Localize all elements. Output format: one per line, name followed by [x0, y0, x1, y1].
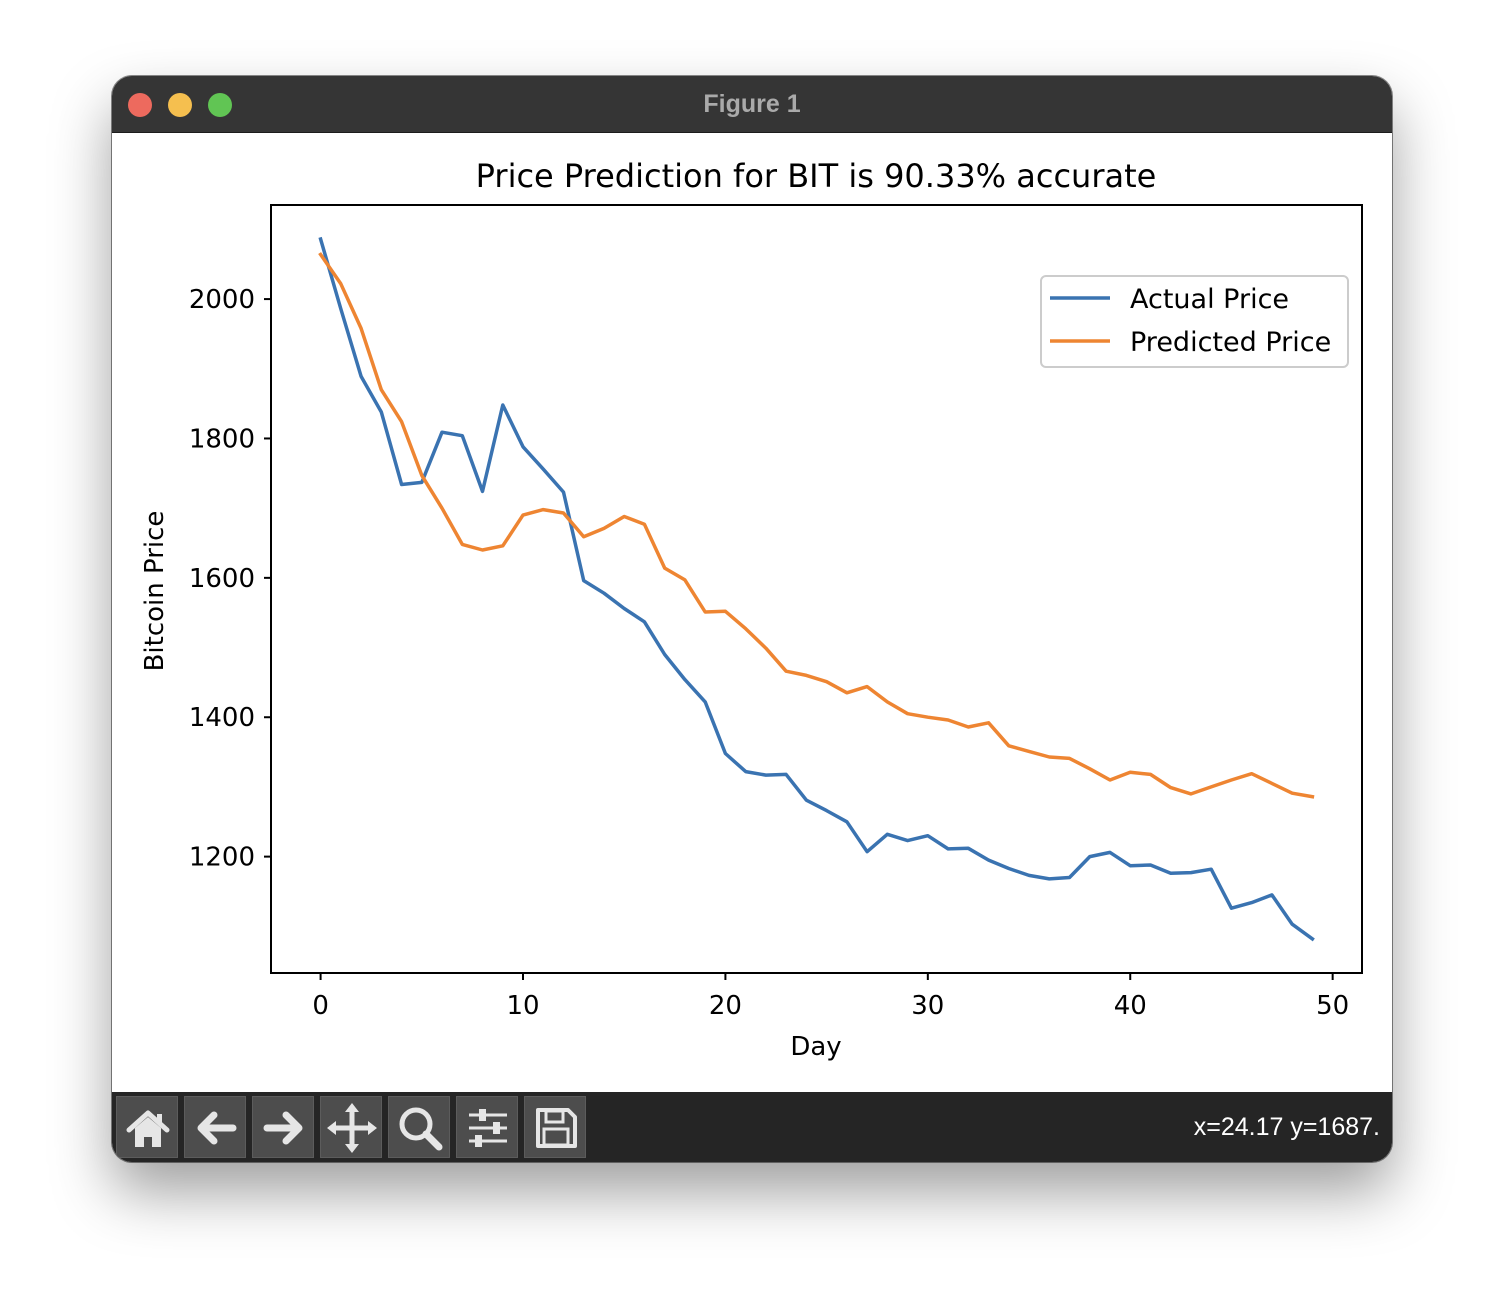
- navigation-toolbar: x=24.17 y=1687.: [112, 1092, 1392, 1162]
- zoom-button[interactable]: [388, 1096, 450, 1158]
- back-arrow-icon: [197, 1111, 237, 1145]
- x-tick-label: 30: [911, 991, 944, 1021]
- figure-canvas[interactable]: 0 10 20 30 40 50 1200 1400 1600 1800 2000 Price Pr…: [112, 133, 1392, 1092]
- configure-subplots-button[interactable]: [456, 1096, 518, 1158]
- series-line-predicted: [318, 252, 1315, 799]
- legend-label-predicted: Predicted Price: [1130, 327, 1331, 358]
- title-bar[interactable]: Figure 1: [112, 76, 1392, 133]
- x-tick-label: 0: [312, 991, 329, 1021]
- pan-button[interactable]: [320, 1096, 382, 1158]
- plot-area-frame: [270, 204, 1363, 974]
- save-icon: [536, 1108, 577, 1148]
- figure-window: Figure 1 0 10 20 30 40 50 1200 1400 1600 1800 2000…: [112, 76, 1392, 1162]
- save-button[interactable]: [524, 1096, 586, 1158]
- x-tick-label: 10: [506, 991, 539, 1021]
- y-tick-label: 2000: [189, 285, 255, 315]
- close-button[interactable]: [128, 93, 152, 117]
- back-button[interactable]: [184, 1096, 246, 1158]
- pan-icon: [327, 1103, 377, 1153]
- window-title: Figure 1: [703, 90, 801, 118]
- home-icon: [126, 1110, 170, 1147]
- zoom-icon: [399, 1107, 443, 1151]
- forward-button[interactable]: [252, 1096, 314, 1158]
- x-axis-label: Day: [790, 1032, 841, 1062]
- cursor-coordinates: x=24.17 y=1687.: [1193, 1113, 1380, 1141]
- y-tick-label: 1800: [189, 424, 255, 454]
- y-axis-label: Bitcoin Price: [140, 511, 170, 672]
- x-tick-label: 40: [1114, 991, 1147, 1021]
- home-button[interactable]: [116, 1096, 178, 1158]
- minimize-button[interactable]: [168, 93, 192, 117]
- configure-subplots-icon: [469, 1109, 507, 1147]
- x-tick-label: 20: [709, 991, 742, 1021]
- legend-box: [1040, 275, 1349, 368]
- line-chart[interactable]: 0 10 20 30 40 50 1200 1400 1600 1800 2000 Price Pr…: [112, 133, 1392, 1092]
- y-tick-label: 1400: [189, 703, 255, 733]
- y-tick-label: 1600: [189, 564, 255, 594]
- legend: Actual Price Predicted Price: [1040, 275, 1349, 368]
- x-tick-label: 50: [1316, 991, 1349, 1021]
- forward-arrow-icon: [263, 1111, 303, 1145]
- y-tick-label: 1200: [189, 843, 255, 873]
- zoom-window-button[interactable]: [208, 93, 232, 117]
- series-line-actual: [318, 236, 1315, 942]
- legend-label-actual: Actual Price: [1130, 284, 1289, 315]
- chart-title: Price Prediction for BIT is 90.33% accur…: [476, 157, 1157, 195]
